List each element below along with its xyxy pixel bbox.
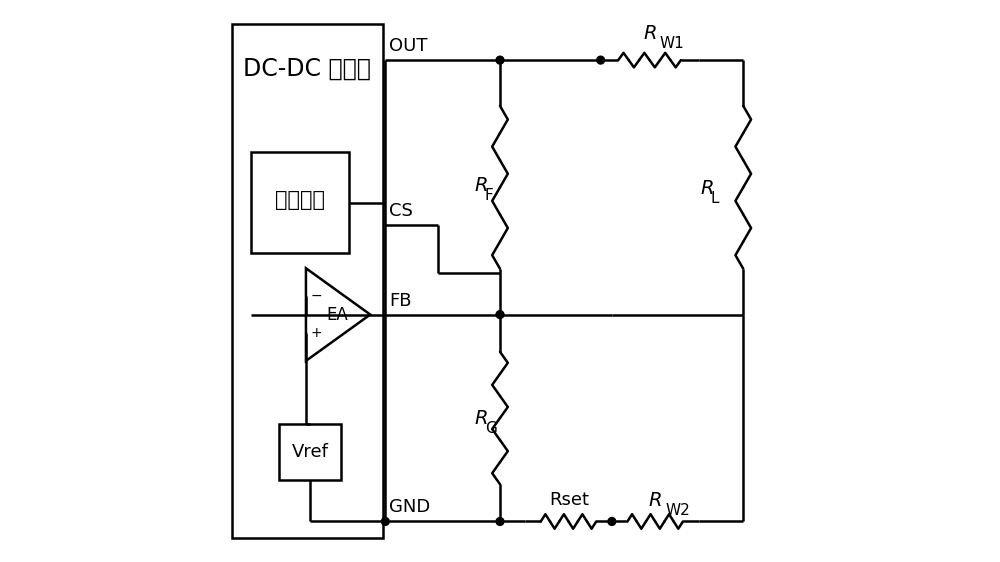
Text: L: L	[710, 191, 719, 206]
FancyBboxPatch shape	[279, 424, 341, 479]
Text: GND: GND	[389, 498, 431, 516]
Text: −: −	[310, 289, 322, 303]
Circle shape	[381, 518, 389, 525]
Text: 使能模块: 使能模块	[275, 190, 325, 210]
Text: W2: W2	[666, 503, 690, 518]
Circle shape	[496, 56, 504, 64]
Text: EA: EA	[326, 306, 348, 324]
Circle shape	[496, 518, 504, 525]
Text: +: +	[310, 326, 322, 340]
Text: R: R	[700, 179, 714, 198]
Text: R: R	[475, 176, 488, 196]
Text: DC-DC 转换器: DC-DC 转换器	[243, 57, 371, 80]
Text: Rset: Rset	[549, 491, 589, 509]
FancyBboxPatch shape	[251, 152, 349, 253]
FancyBboxPatch shape	[232, 24, 383, 538]
Circle shape	[496, 311, 504, 319]
Text: R: R	[475, 409, 488, 428]
Text: F: F	[485, 188, 494, 203]
Text: OUT: OUT	[389, 37, 428, 55]
Text: Vref: Vref	[291, 442, 328, 461]
Circle shape	[597, 56, 605, 64]
Text: FB: FB	[389, 292, 412, 310]
Text: CS: CS	[389, 202, 413, 220]
Circle shape	[608, 518, 616, 525]
Text: W1: W1	[660, 37, 685, 51]
Text: R: R	[643, 24, 657, 43]
Text: R: R	[649, 491, 662, 510]
Text: G: G	[485, 420, 497, 436]
